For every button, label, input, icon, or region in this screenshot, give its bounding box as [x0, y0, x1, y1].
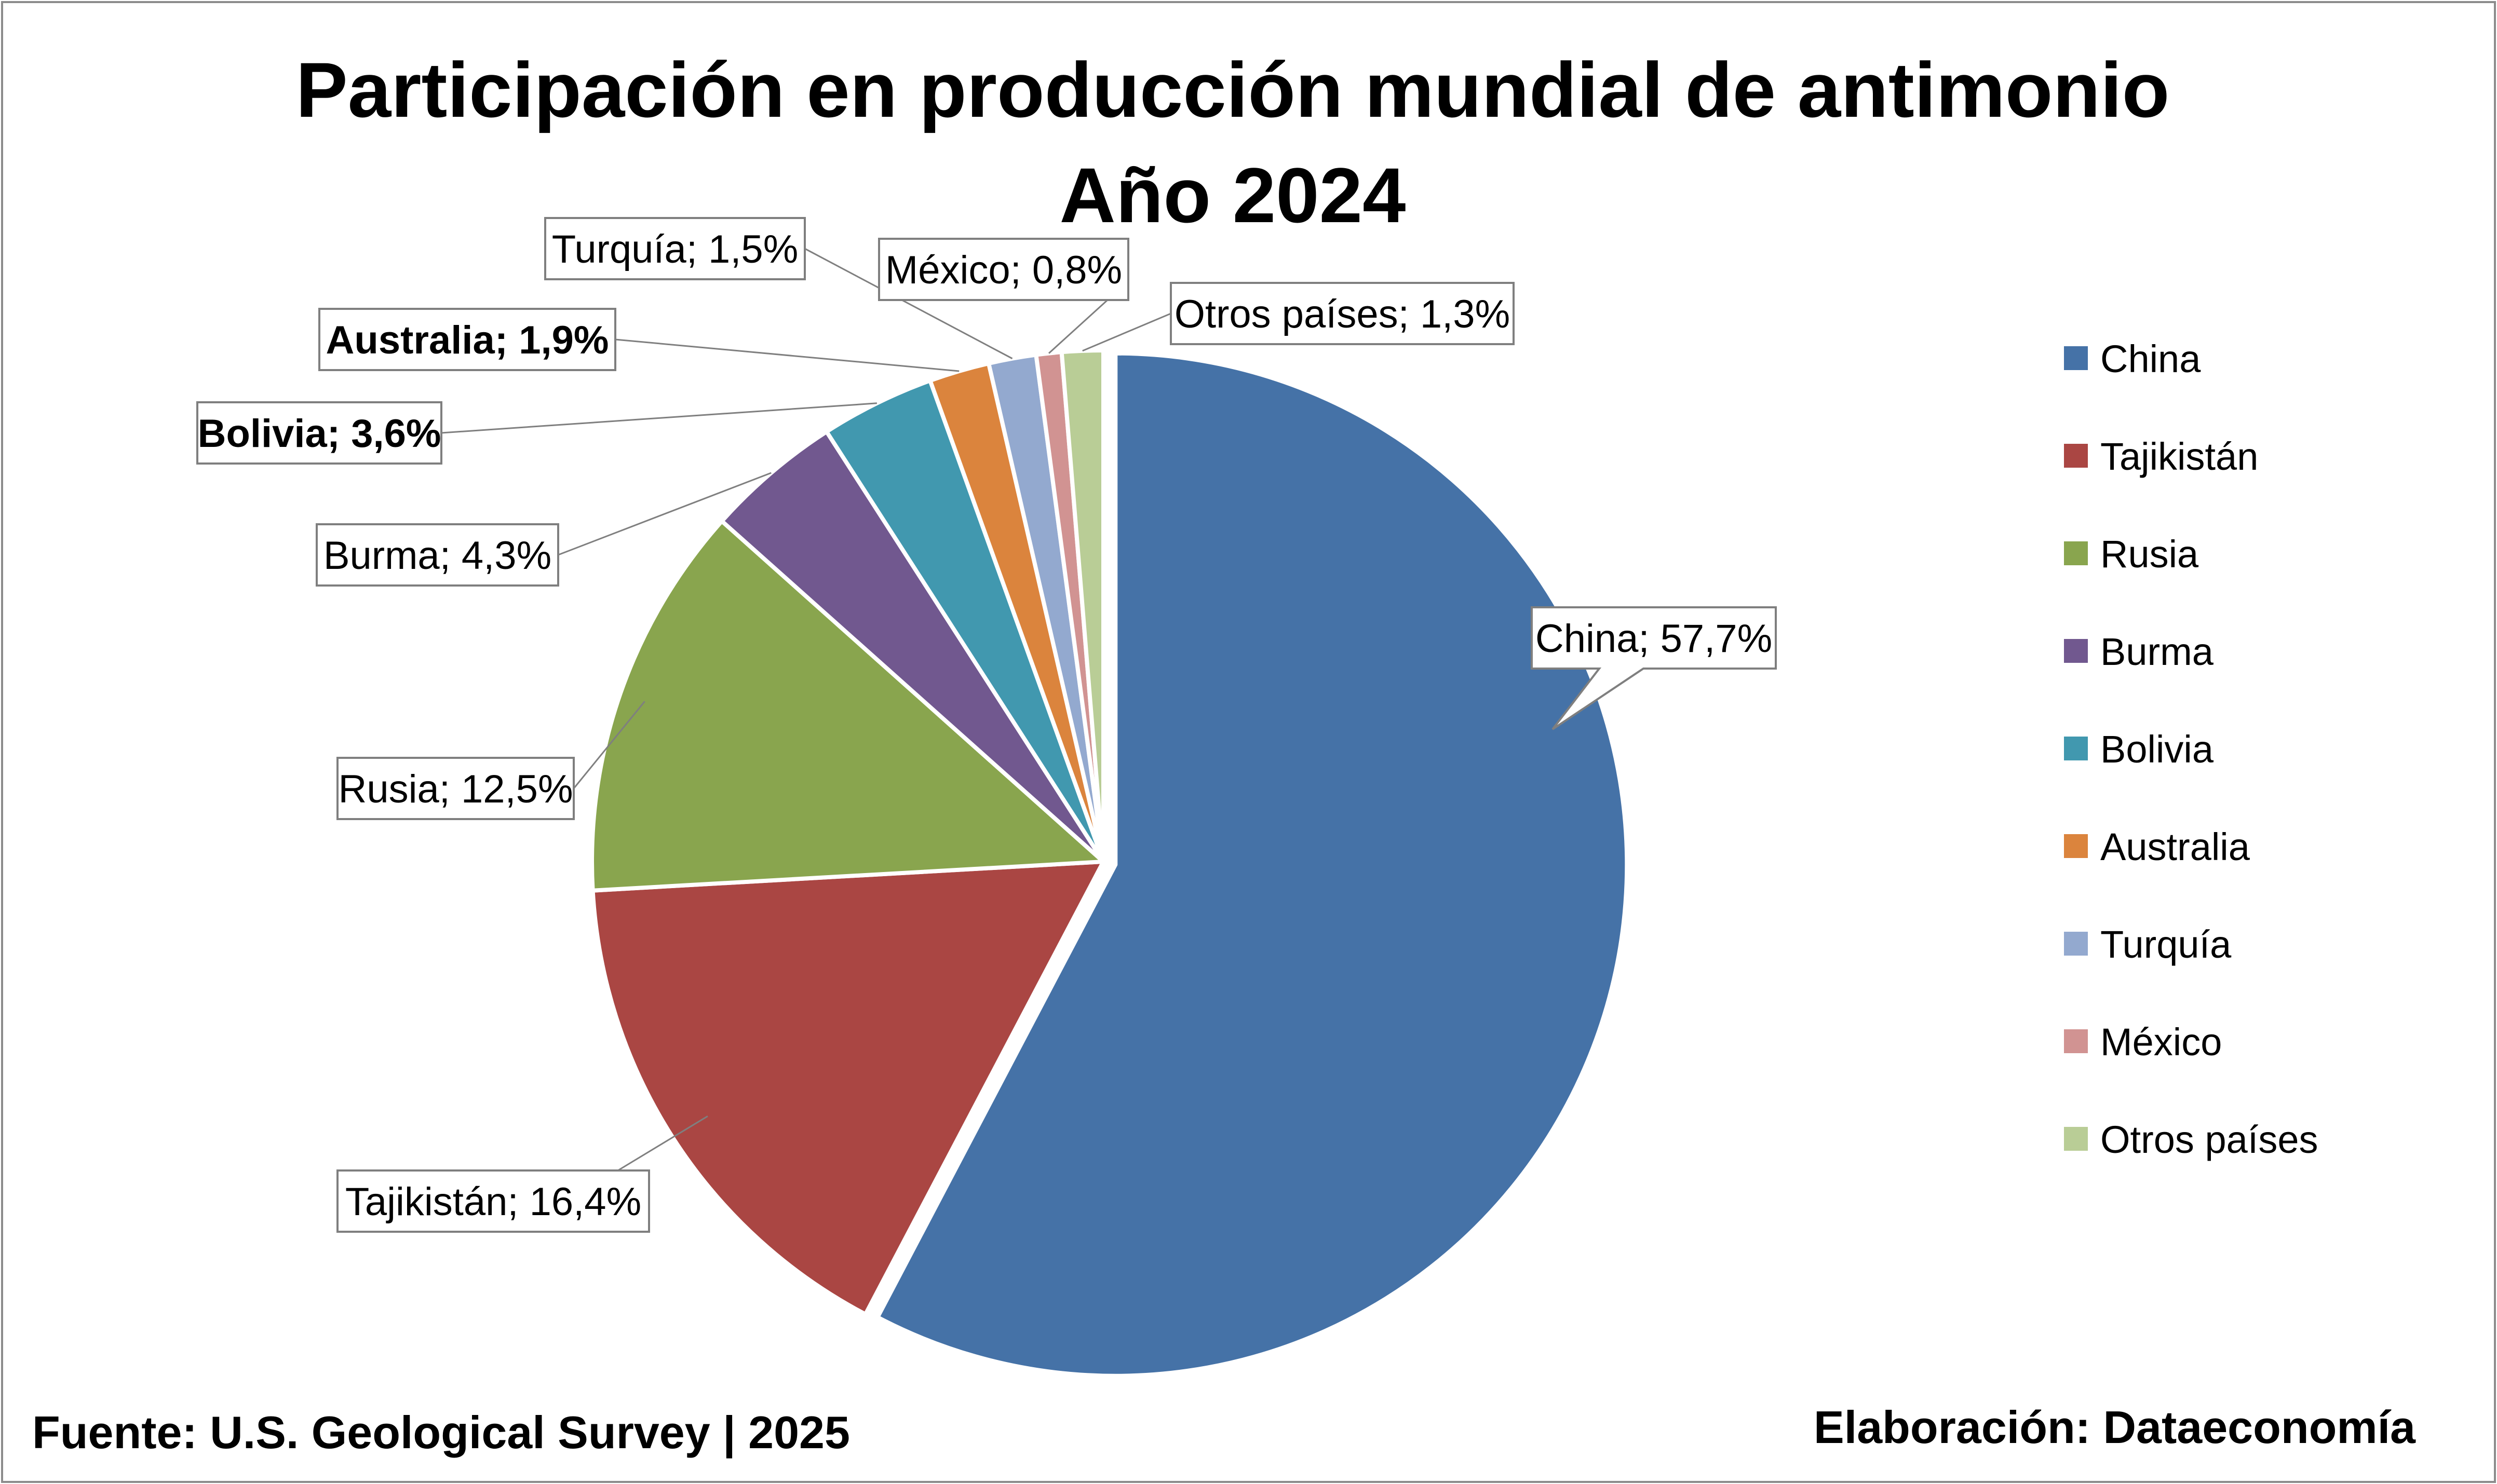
legend-label-bolivia: Bolivia — [2100, 728, 2214, 771]
data-label-box-mexico — [878, 238, 1129, 301]
data-label-box-otros-paises — [1170, 282, 1515, 345]
legend-swatch-burma — [2064, 639, 2088, 663]
data-label-box-bolivia — [196, 401, 442, 465]
data-label-turquia: Turquía; 1,5% — [552, 227, 799, 271]
legend-label-china: China — [2100, 337, 2201, 380]
leader-line-australia — [615, 338, 960, 372]
pie-slice-rusia — [590, 519, 1105, 893]
leader-line-burma — [558, 472, 772, 556]
legend-swatch-rusia — [2064, 541, 2088, 565]
leader-line-turquia — [804, 248, 1013, 360]
legend-label-turquia: Turquía — [2100, 923, 2232, 966]
chart-subtitle: Año 2024 — [1060, 152, 1406, 239]
legend-swatch-bolivia — [2064, 737, 2088, 760]
leader-lines — [441, 248, 1171, 1172]
data-label-tajikistan: Tajikistán; 16,4% — [345, 1180, 641, 1224]
leader-line-bolivia — [441, 402, 877, 434]
data-label-box-burma — [316, 523, 559, 587]
pie-slice-tajikistan — [590, 860, 1105, 1316]
source-note: Fuente: U.S. Geological Survey | 2025 — [32, 1407, 850, 1459]
data-label-rusia: Rusia; 12,5% — [338, 767, 573, 811]
chart-title: Participación en producción mundial de a… — [296, 46, 2170, 133]
data-labels: China; 57,7% Tajikistán; 16,4% Rusia; 12,5… — [196, 217, 1777, 1233]
data-label-box-rusia — [336, 757, 575, 820]
data-label-bolivia: Bolivia; 3,6% — [198, 412, 441, 456]
legend-label-rusia: Rusia — [2100, 533, 2199, 576]
legend-label-australia: Australia — [2100, 825, 2250, 868]
credit-note: Elaboración: Dataeconomía — [1814, 1401, 2416, 1453]
legend-swatch-mexico — [2064, 1029, 2088, 1053]
data-label-mexico: México; 0,8% — [885, 248, 1122, 292]
pie-slice-otros-paises — [1059, 348, 1105, 864]
pie-slices — [590, 348, 1629, 1378]
leader-line-otros-paises — [1082, 312, 1171, 352]
legend-swatch-china — [2064, 346, 2088, 370]
data-label-otros-paises: Otros países; 1,3% — [1175, 292, 1510, 336]
pie-slice-bolivia — [825, 378, 1105, 864]
data-label-callout-china — [1531, 606, 1777, 730]
legend-swatch-otros-paises — [2064, 1127, 2088, 1151]
legend-label-mexico: México — [2100, 1020, 2222, 1064]
leader-line-mexico — [1048, 299, 1109, 354]
pie-slice-china — [875, 351, 1629, 1378]
legend: China Tajikistán Rusia Burma Bolivia Australi… — [2064, 337, 2318, 1161]
legend-label-otros-paises: Otros países — [2100, 1118, 2318, 1161]
data-label-burma: Burma; 4,3% — [323, 534, 551, 578]
legend-swatch-tajikistan — [2064, 444, 2088, 468]
data-label-box-australia — [318, 308, 616, 371]
legend-label-tajikistan: Tajikistán — [2100, 435, 2258, 478]
leader-line-rusia — [573, 701, 645, 789]
data-label-box-turquia — [544, 217, 806, 280]
legend-swatch-turquia — [2064, 932, 2088, 956]
legend-label-burma: Burma — [2100, 630, 2214, 673]
legend-swatch-australia — [2064, 834, 2088, 858]
leader-line-tajikistan — [617, 1115, 708, 1172]
pie-slice-burma — [720, 429, 1105, 864]
data-label-box-tajikistan — [336, 1169, 650, 1233]
data-label-australia: Australia; 1,9% — [326, 318, 609, 362]
data-label-china: China; 57,7% — [1535, 617, 1772, 661]
